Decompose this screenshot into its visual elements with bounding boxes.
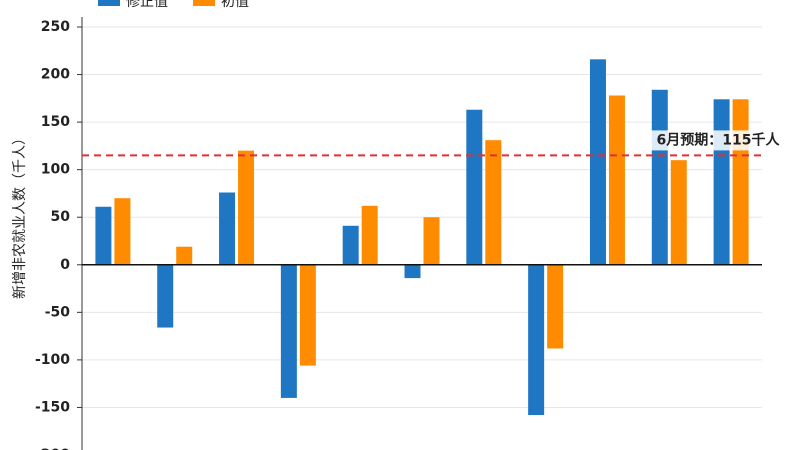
y-tick-label: 200 [41, 67, 70, 83]
y-tick-label: -100 [35, 352, 70, 368]
bar [157, 264, 174, 328]
y-tick-label: -150 [35, 399, 70, 415]
bar [466, 109, 483, 265]
y-tick-label: -50 [45, 304, 71, 320]
bar [361, 205, 378, 265]
bar [176, 246, 193, 265]
bar [299, 264, 316, 366]
legend-swatch [98, 0, 120, 6]
bar [238, 150, 255, 265]
bar [547, 264, 564, 349]
bar [219, 192, 236, 265]
bar [342, 225, 359, 265]
reference-label: 6月预期：115千人 [657, 131, 781, 148]
bar [280, 264, 297, 398]
bar [732, 99, 749, 265]
y-tick-label: 250 [41, 19, 70, 35]
legend-swatch [193, 0, 215, 6]
bar [423, 217, 440, 265]
y-tick-label: -200 [35, 447, 70, 450]
y-tick-label: 50 [51, 209, 71, 225]
bar [95, 206, 112, 265]
y-tick-label: 100 [41, 162, 70, 178]
bar [670, 160, 687, 265]
legend-label: 修正值 [126, 0, 168, 10]
y-tick-label: 150 [41, 114, 70, 130]
bar [713, 99, 730, 265]
y-tick-label: 0 [60, 257, 70, 273]
y-axis-label: 新增非农就业人数（千人） [12, 131, 28, 299]
bar [589, 59, 606, 265]
legend-label: 初值 [221, 0, 249, 10]
bar [528, 264, 545, 416]
bar [114, 198, 131, 265]
bar [651, 89, 668, 265]
reference-label-box [648, 130, 788, 151]
bar [608, 95, 625, 265]
bar [404, 264, 421, 279]
bar [485, 140, 502, 265]
